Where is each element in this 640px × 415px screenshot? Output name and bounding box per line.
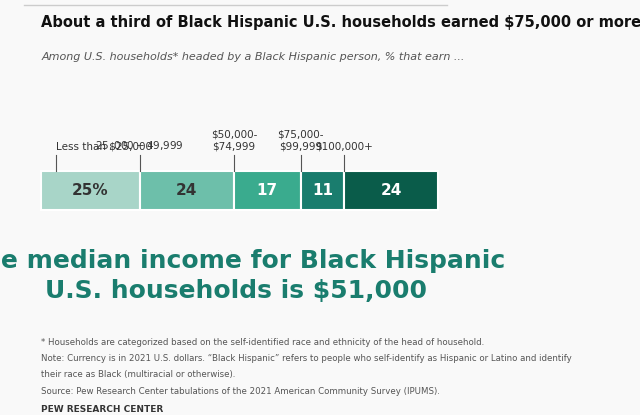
Text: 24: 24 [380, 183, 402, 198]
Text: PEW RESEARCH CENTER: PEW RESEARCH CENTER [42, 405, 164, 414]
Text: About a third of Black Hispanic U.S. households earned $75,000 or more in 2021: About a third of Black Hispanic U.S. hou… [42, 15, 640, 29]
Text: The median income for Black Hispanic
U.S. households is $51,000: The median income for Black Hispanic U.S… [0, 249, 505, 303]
Text: 11: 11 [312, 183, 333, 198]
FancyBboxPatch shape [344, 171, 438, 210]
FancyBboxPatch shape [234, 171, 301, 210]
FancyBboxPatch shape [140, 171, 234, 210]
Text: $50,000-
$74,999: $50,000- $74,999 [211, 129, 257, 151]
Text: Less than $25,000: Less than $25,000 [56, 142, 152, 151]
FancyBboxPatch shape [42, 171, 140, 210]
Text: * Households are categorized based on the self-identified race and ethnicity of : * Households are categorized based on th… [42, 337, 484, 347]
Text: $100,000+: $100,000+ [315, 142, 373, 151]
Text: 25%: 25% [72, 183, 109, 198]
FancyBboxPatch shape [301, 171, 344, 210]
Text: $75,000-
$99,999: $75,000- $99,999 [278, 129, 324, 151]
Text: their race as Black (multiracial or otherwise).: their race as Black (multiracial or othe… [42, 371, 236, 379]
Text: Among U.S. households* headed by a Black Hispanic person, % that earn ...: Among U.S. households* headed by a Black… [42, 52, 465, 62]
Text: 24: 24 [176, 183, 197, 198]
Text: 17: 17 [257, 183, 278, 198]
Text: $25,000-$49,999: $25,000-$49,999 [95, 139, 184, 151]
Text: Source: Pew Research Center tabulations of the 2021 American Community Survey (I: Source: Pew Research Center tabulations … [42, 387, 440, 396]
Text: Note: Currency is in 2021 U.S. dollars. “Black Hispanic” refers to people who se: Note: Currency is in 2021 U.S. dollars. … [42, 354, 572, 363]
